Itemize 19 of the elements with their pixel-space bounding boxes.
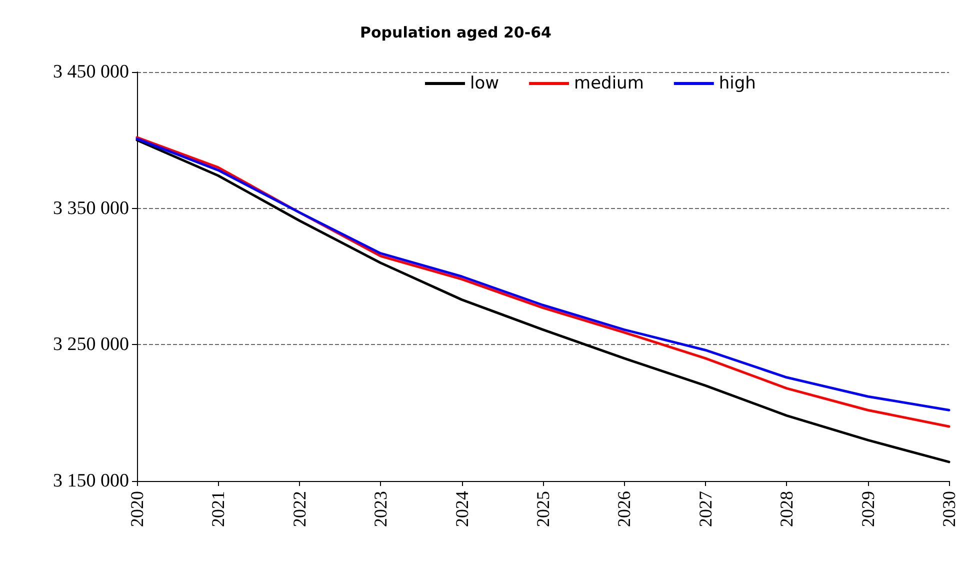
x-tick-label: 2029 xyxy=(858,491,878,527)
legend-label: high xyxy=(718,74,756,94)
y-tick-label: 3 450 000 xyxy=(53,62,129,82)
legend-label: low xyxy=(470,74,500,94)
x-tick-label: 2030 xyxy=(939,491,958,527)
x-tick-label: 2022 xyxy=(289,491,310,527)
x-tick-label: 2028 xyxy=(776,491,797,527)
x-tick-label: 2024 xyxy=(452,491,472,527)
y-tick-label: 3 250 000 xyxy=(53,334,129,356)
x-tick-label: 2026 xyxy=(614,491,634,527)
x-tick-label: 2027 xyxy=(695,491,716,527)
legend-label: medium xyxy=(574,74,644,94)
y-tick-label: 3 150 000 xyxy=(53,470,129,492)
x-tick-label: 2023 xyxy=(370,491,391,527)
x-tick-label: 2025 xyxy=(533,491,553,527)
x-tick-label: 2021 xyxy=(208,491,228,527)
y-tick-label: 3 350 000 xyxy=(53,198,129,219)
chart-title: Population aged 20-64 xyxy=(360,24,552,42)
x-tick-label: 2020 xyxy=(127,491,147,527)
